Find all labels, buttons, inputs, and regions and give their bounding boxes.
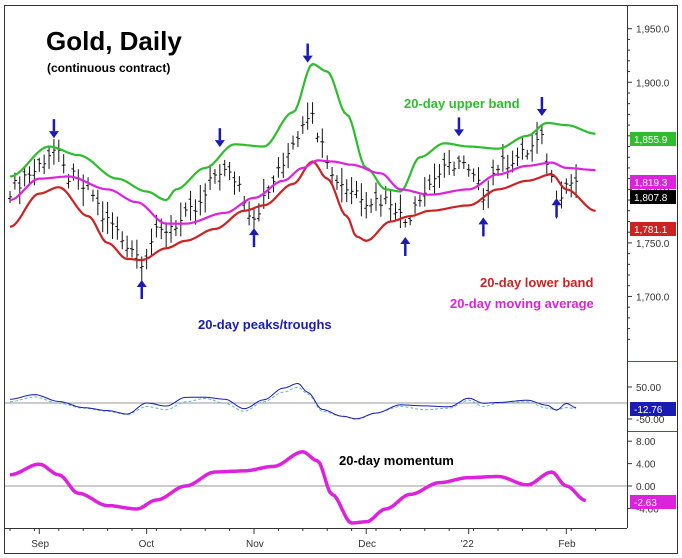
upper-band-last-label-box — [630, 132, 676, 146]
y-tick-label: 1,700.0 — [636, 292, 670, 303]
trough-arrow-icon — [478, 217, 489, 237]
oscillator-last-label: -12.76 — [634, 405, 663, 416]
price-last-label: 1,807.8 — [634, 193, 668, 204]
y-tick-label: 1,950.0 — [636, 25, 670, 36]
chart-frame — [4, 5, 678, 554]
oscillator-y-tick-label: 50.00 — [636, 383, 661, 394]
momentum-title: 20-day momentum — [339, 453, 454, 468]
moving-average-line — [9, 159, 596, 225]
lower-band-annotation: 20-day lower band — [480, 275, 593, 290]
momentum-last-label: -2.63 — [634, 498, 657, 509]
momentum-y-tick-label: 0.00 — [636, 482, 656, 493]
chart-subtitle: (continuous contract) — [47, 61, 170, 75]
oscillator-panel: 50.00 -50.00 — [5, 382, 665, 426]
trough-arrow-icon — [400, 236, 411, 256]
lower-band-line — [9, 160, 596, 262]
last-value-labels: 1,855.9 1,819.3 1,807.8 1,781.1 -12.76 -2.63 — [630, 132, 676, 509]
peak-arrow-icon — [302, 43, 313, 63]
x-tick-label: Sep — [31, 539, 49, 550]
x-tick-label: '22 — [461, 539, 474, 550]
lower-band-last-label: 1,781.1 — [634, 225, 668, 236]
oscillator-line — [9, 382, 577, 420]
y-tick-label: 1,900.0 — [636, 78, 670, 89]
peak-trough-arrows — [48, 43, 562, 300]
band-lines — [9, 62, 596, 262]
trough-arrow-icon — [136, 280, 147, 300]
momentum-last-label-box — [630, 495, 676, 509]
moving-average-last-label: 1,819.3 — [634, 178, 668, 189]
upper-band-last-label: 1,855.9 — [634, 135, 668, 146]
peak-arrow-icon — [48, 119, 59, 139]
x-tick-label: Dec — [358, 539, 376, 550]
momentum-y-tick-label: 4.00 — [636, 460, 656, 471]
y-tick-label: 1,750.0 — [636, 239, 670, 250]
moving-average-annotation: 20-day moving average — [450, 296, 594, 311]
upper-band-line — [9, 62, 596, 202]
upper-band-annotation: 20-day upper band — [404, 96, 520, 111]
trough-arrow-icon — [551, 198, 562, 218]
chart-title: Gold, Daily — [46, 26, 182, 56]
x-tick-label: Feb — [558, 539, 576, 550]
price-bars — [8, 102, 579, 281]
oscillator-signal-line — [9, 386, 577, 420]
momentum-line — [9, 450, 587, 525]
x-tick-label: Nov — [246, 539, 264, 550]
moving-average-last-label-box — [630, 175, 676, 189]
peak-arrow-icon — [214, 128, 225, 148]
peak-arrow-icon — [536, 96, 547, 116]
date-axis: Sep Oct Nov Dec '22 Feb — [9, 528, 597, 550]
peak-arrow-icon — [453, 117, 464, 137]
trough-arrow-icon — [249, 228, 259, 248]
lower-band-last-label-box — [630, 222, 676, 236]
oscillator-last-label-box — [630, 402, 676, 416]
momentum-panel: 8.00 4.00 0.00 -4.00 — [5, 437, 659, 525]
x-tick-label: Oct — [139, 539, 155, 550]
peaks-troughs-annotation: 20-day peaks/troughs — [198, 317, 332, 332]
oscillator-y-tick-label: -50.00 — [636, 415, 665, 426]
momentum-y-tick-label: 8.00 — [636, 437, 656, 448]
momentum-y-tick-label: -4.00 — [636, 504, 659, 515]
price-last-label-box — [630, 190, 676, 204]
